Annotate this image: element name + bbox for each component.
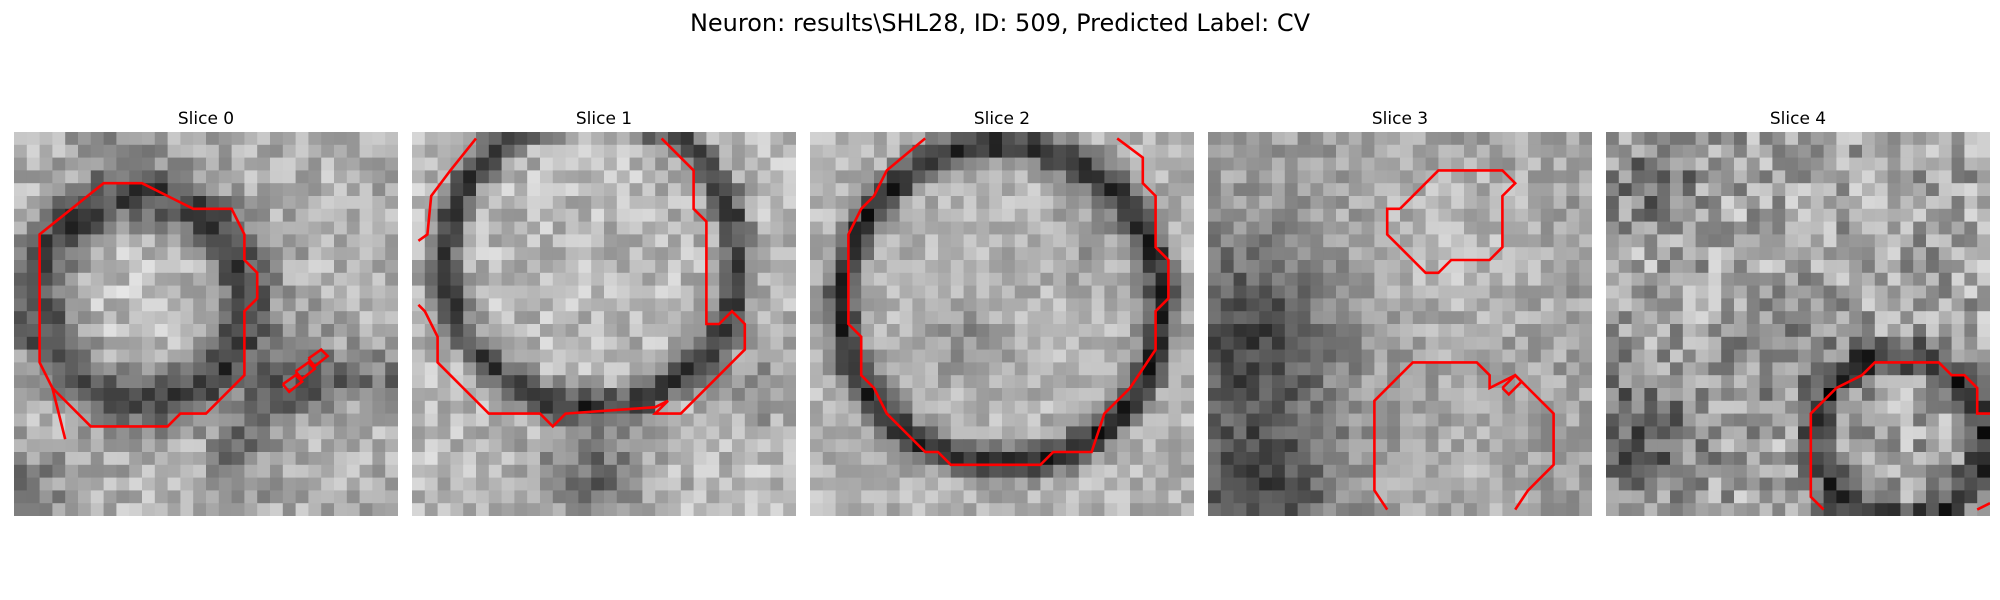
- contour-overlay: [417, 137, 747, 429]
- slice-panel: Slice 0: [14, 108, 398, 516]
- slice-title: Slice 4: [1769, 109, 1827, 129]
- contour-line: [1501, 373, 1524, 397]
- slice-pixels: [1208, 132, 1592, 516]
- slice-pixels: [1606, 132, 1990, 516]
- contour-line: [281, 373, 304, 394]
- slice-panel: Slice 4: [1606, 108, 1990, 516]
- contour-overlay: [1809, 361, 1990, 511]
- contour-line: [417, 137, 478, 242]
- slice-pixels: [14, 132, 398, 516]
- slice-image: [14, 132, 398, 516]
- slice-panel: Slice 2: [810, 108, 1194, 516]
- contour-line: [307, 347, 330, 369]
- slice-title: Slice 1: [575, 109, 633, 129]
- slice-image: [810, 132, 1194, 516]
- contour-line: [417, 137, 747, 429]
- contour-overlay: [38, 181, 330, 440]
- contour-line: [1385, 169, 1518, 275]
- slice-title: Slice 3: [1371, 109, 1429, 129]
- slice-image: [1606, 132, 1990, 516]
- contour-overlay: [847, 137, 1170, 467]
- slice-title: Slice 0: [177, 109, 235, 129]
- figure-title: Neuron: results\SHL28, ID: 509, Predicte…: [689, 9, 1311, 37]
- slice-pixels: [412, 132, 796, 516]
- slice-panel: Slice 1: [412, 108, 796, 516]
- contour-line: [38, 181, 259, 440]
- contour-line: [1976, 502, 1990, 511]
- slice-pixels: [810, 132, 1194, 516]
- slice-image: [412, 132, 796, 516]
- slice-title: Slice 2: [973, 109, 1031, 129]
- contour-line: [294, 360, 317, 381]
- slice-panel: Slice 3: [1208, 108, 1592, 516]
- contour-line: [847, 137, 1170, 467]
- contour-line: [1809, 361, 1990, 511]
- contour-overlay: [1373, 169, 1555, 511]
- slice-image: [1208, 132, 1592, 516]
